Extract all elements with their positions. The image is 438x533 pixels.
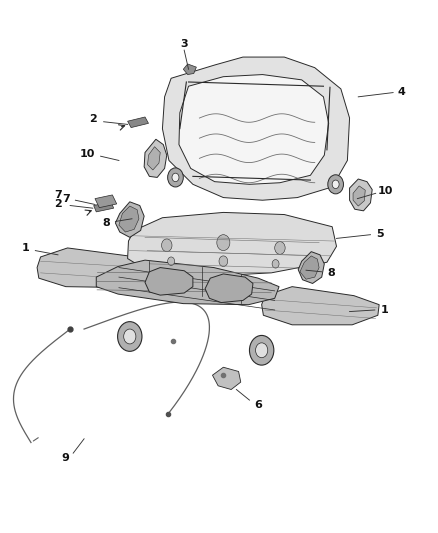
Polygon shape (119, 206, 139, 232)
Polygon shape (145, 268, 193, 295)
Text: 10: 10 (80, 149, 95, 159)
Text: 3: 3 (180, 39, 188, 49)
Polygon shape (148, 147, 160, 170)
Text: 10: 10 (378, 186, 393, 196)
Polygon shape (96, 260, 279, 305)
Polygon shape (144, 139, 167, 177)
Circle shape (162, 239, 172, 252)
Polygon shape (179, 75, 328, 184)
Text: 8: 8 (102, 218, 110, 228)
Text: 2: 2 (89, 114, 97, 124)
Polygon shape (127, 213, 336, 276)
Polygon shape (261, 287, 379, 325)
Text: 8: 8 (328, 268, 335, 278)
Circle shape (219, 256, 228, 266)
Text: 5: 5 (376, 229, 384, 239)
Text: 7: 7 (62, 193, 70, 204)
Polygon shape (300, 256, 319, 279)
Circle shape (217, 235, 230, 251)
Polygon shape (37, 248, 170, 288)
Text: 6: 6 (254, 400, 262, 410)
Circle shape (168, 168, 184, 187)
Circle shape (250, 335, 274, 365)
Polygon shape (350, 179, 372, 211)
Circle shape (168, 257, 175, 265)
Circle shape (255, 343, 268, 358)
Polygon shape (116, 202, 144, 237)
Text: 9: 9 (62, 454, 70, 463)
Polygon shape (205, 274, 253, 303)
Circle shape (275, 241, 285, 254)
Circle shape (272, 260, 279, 268)
Polygon shape (212, 367, 241, 390)
Circle shape (172, 173, 179, 182)
Text: 1: 1 (381, 305, 388, 315)
Text: 4: 4 (398, 86, 406, 96)
Text: 7: 7 (54, 190, 62, 200)
Circle shape (328, 175, 343, 194)
Polygon shape (184, 64, 196, 75)
Polygon shape (127, 117, 148, 127)
Circle shape (124, 329, 136, 344)
Text: 2: 2 (54, 199, 62, 209)
Text: 1: 1 (21, 243, 29, 253)
Polygon shape (94, 202, 114, 212)
Circle shape (117, 321, 142, 351)
Circle shape (332, 180, 339, 189)
Polygon shape (95, 195, 117, 208)
Polygon shape (353, 186, 365, 206)
Polygon shape (162, 57, 350, 200)
Polygon shape (298, 252, 324, 284)
